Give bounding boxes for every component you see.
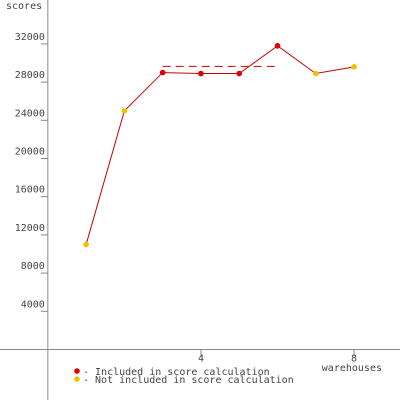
y-tick-label: 4000 [21,299,45,310]
point [198,70,204,77]
point [121,107,128,114]
point [83,241,89,248]
y-tick-label: 20000 [15,147,45,158]
line [85,45,355,245]
y-tick-label: 28000 [15,70,45,81]
y-tick-label: 24000 [15,108,45,119]
point [159,69,166,76]
y-axis-label: scores [6,1,42,12]
y-tick-label: 16000 [15,185,45,196]
point [312,70,319,77]
point [274,43,281,49]
legend-marker [74,376,80,382]
legend-label: - Included in score calculation [83,367,270,378]
point [236,70,243,77]
point [351,64,357,70]
y-tick-label: 8000 [21,261,45,272]
legend-label: - Not included in score calculation [83,375,294,386]
x-tick-label: 4 [198,353,204,364]
x-tick-label: 8 [351,353,357,364]
x-axis-label: warehouses [322,363,382,374]
y-tick-label: 32000 [15,32,45,43]
legend-marker [74,368,80,374]
y-tick-label: 12000 [15,223,45,234]
